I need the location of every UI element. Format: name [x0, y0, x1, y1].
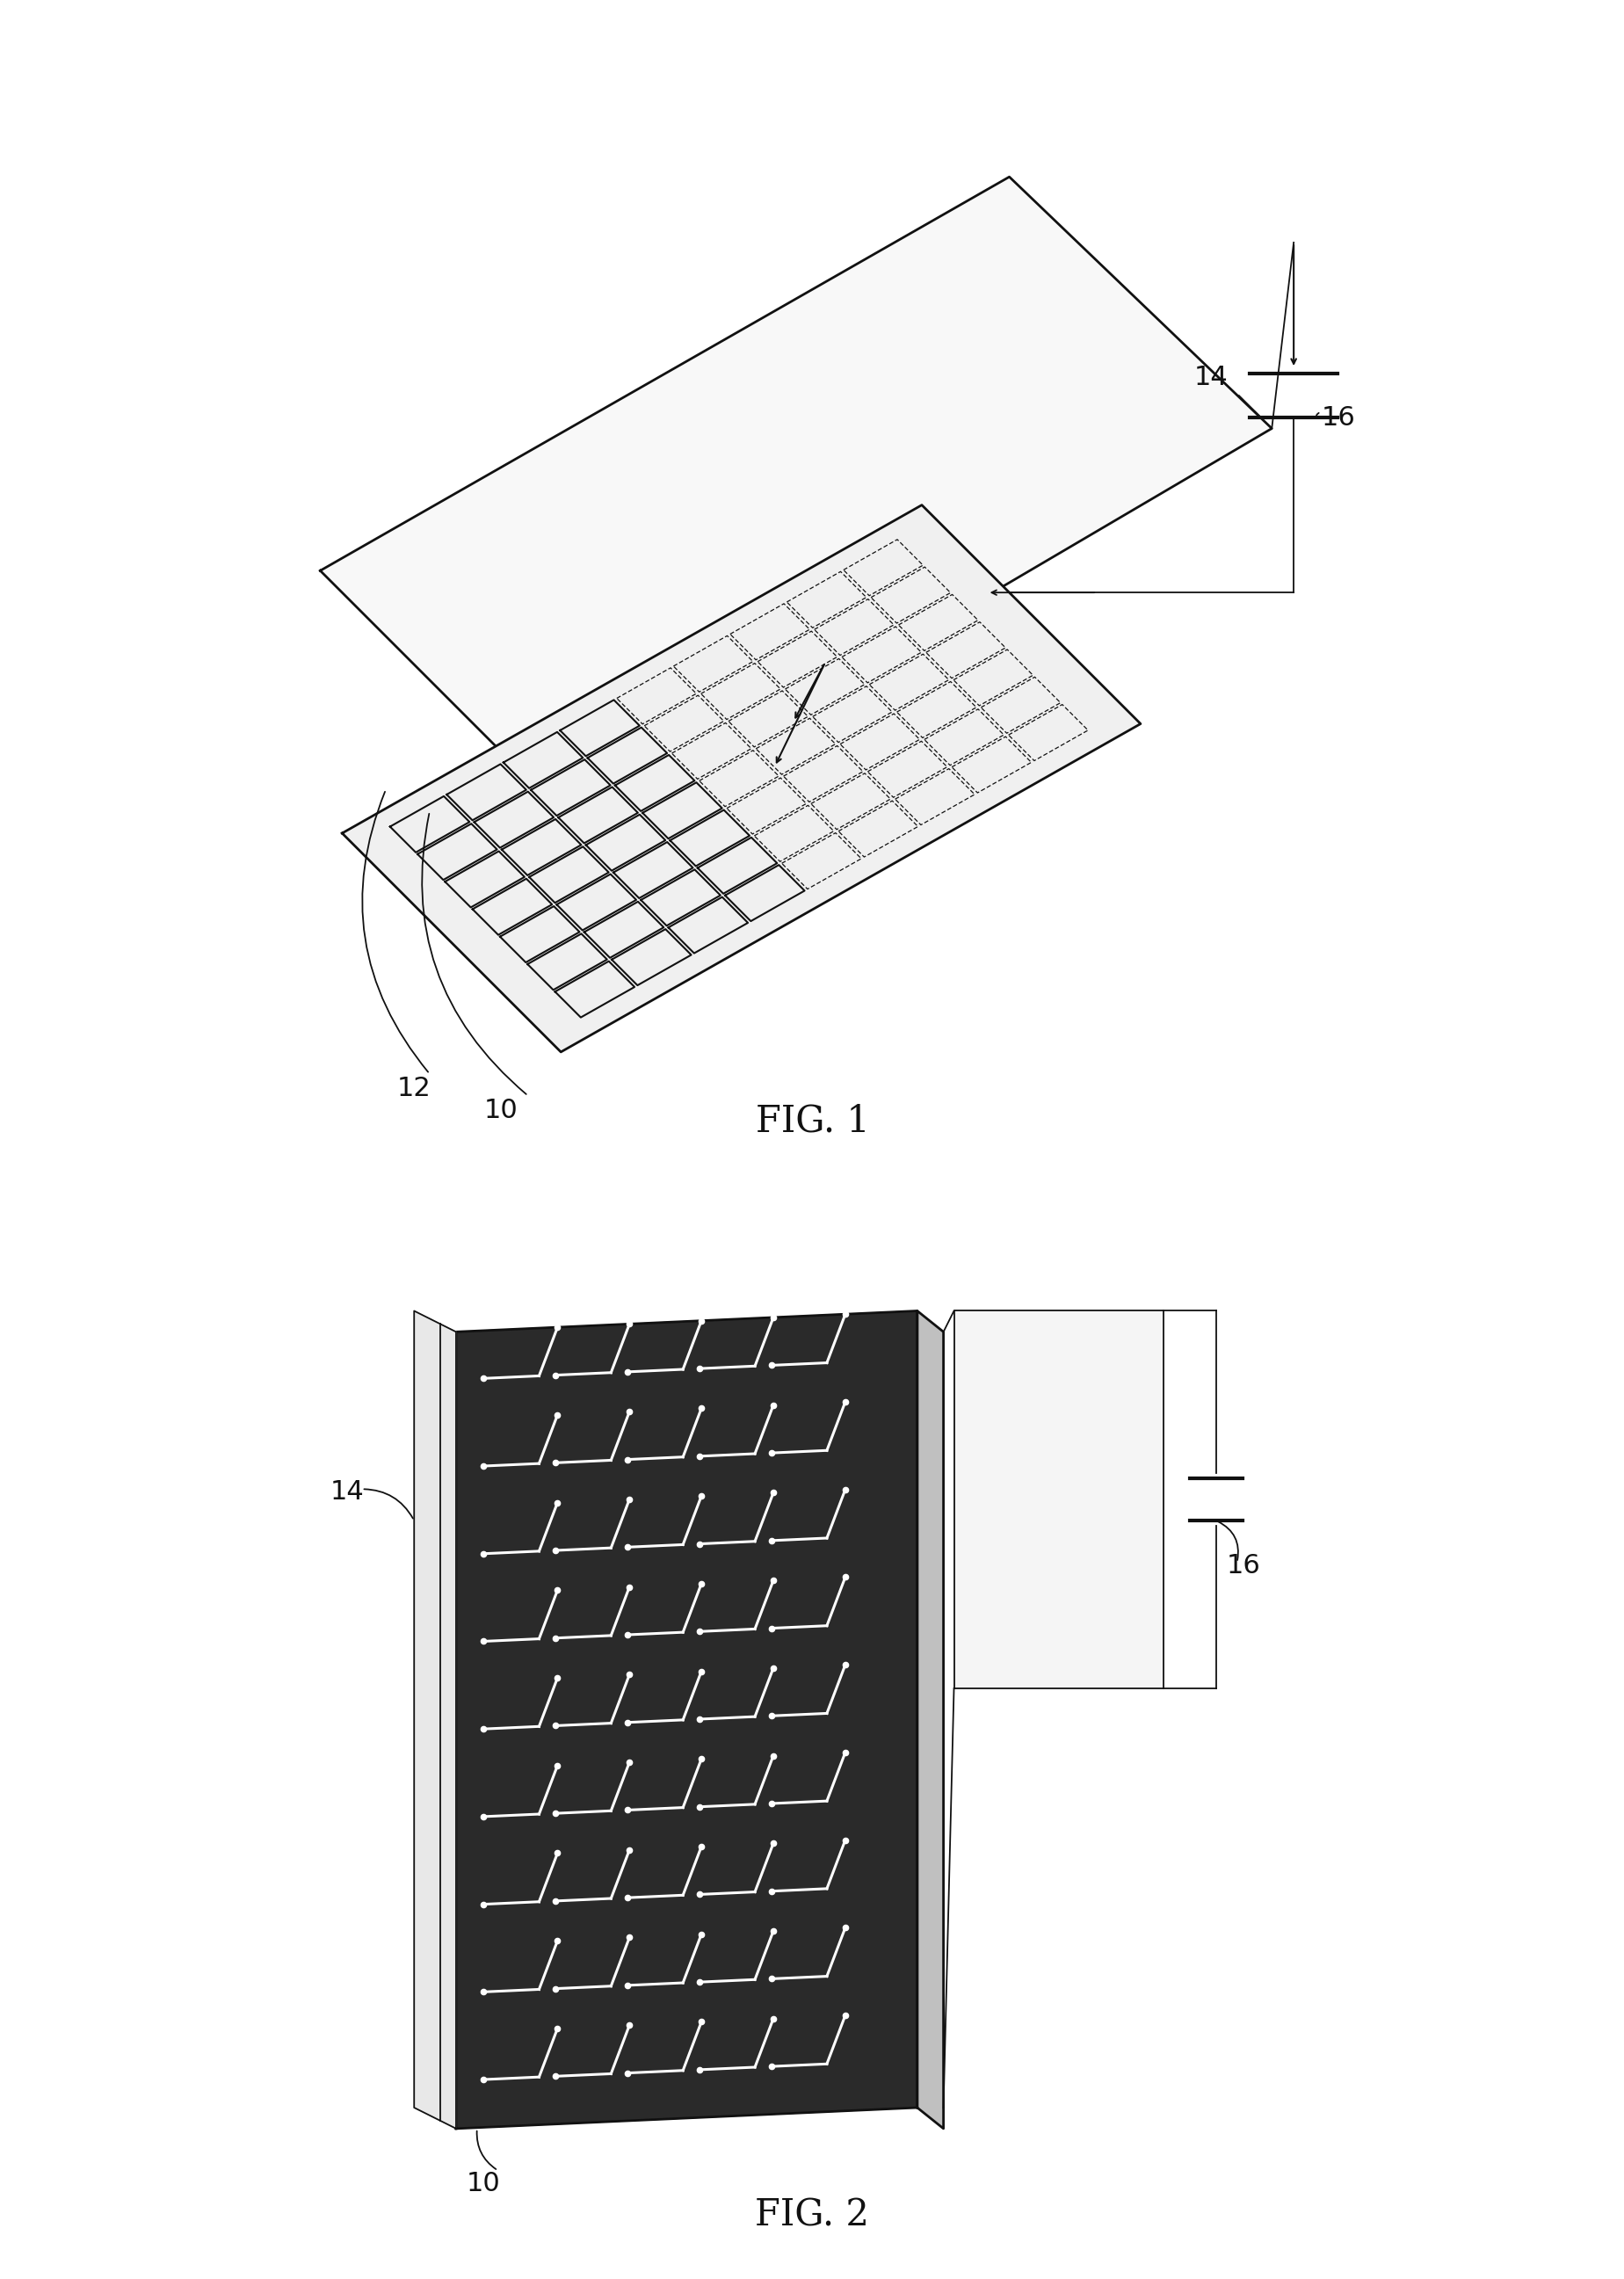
Text: 10: 10: [466, 2172, 500, 2197]
Text: FIG. 1: FIG. 1: [755, 1103, 869, 1140]
Text: FIG. 2: FIG. 2: [755, 2197, 869, 2233]
Polygon shape: [343, 506, 1140, 1053]
Polygon shape: [456, 1310, 918, 2129]
Polygon shape: [414, 1310, 456, 2129]
Text: 14: 14: [1194, 365, 1228, 390]
Polygon shape: [953, 1310, 1163, 1689]
Polygon shape: [918, 1310, 944, 2129]
Text: 16: 16: [1226, 1552, 1260, 1579]
Text: 10: 10: [484, 1098, 518, 1124]
Text: 12: 12: [396, 1076, 430, 1101]
Polygon shape: [320, 178, 1272, 834]
Text: 14: 14: [330, 1479, 364, 1504]
Text: 16: 16: [1320, 406, 1354, 431]
